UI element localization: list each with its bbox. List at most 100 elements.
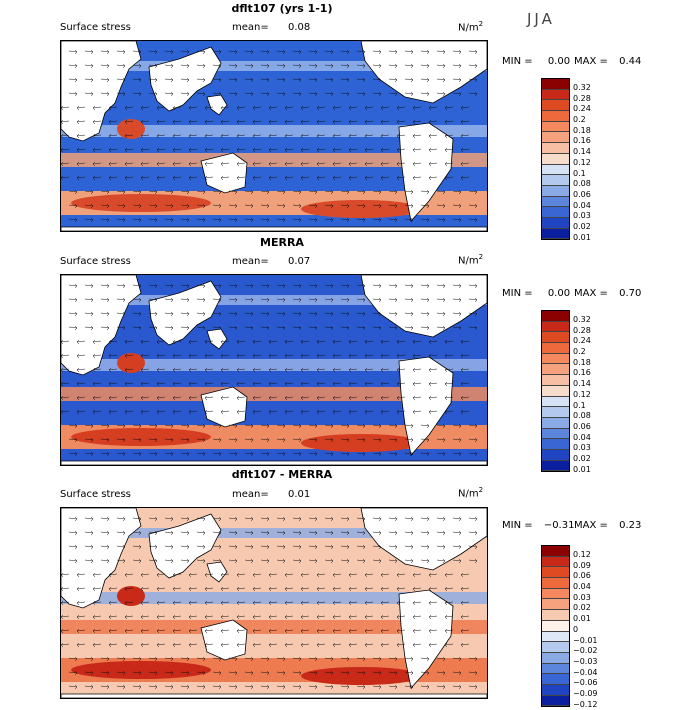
wind-vector (116, 544, 126, 550)
wind-vector (148, 684, 158, 690)
wind-vector (196, 423, 206, 429)
wind-vector (204, 600, 214, 606)
wind-vector (444, 600, 454, 606)
wind-vector (132, 49, 142, 55)
wind-vector (252, 105, 262, 111)
wind-vector (236, 367, 246, 373)
wind-vector (124, 614, 134, 620)
wind-vector (308, 544, 318, 550)
wind-vector (412, 586, 422, 592)
wind-vector (316, 353, 326, 359)
wind-vector (180, 516, 190, 522)
wind-vector (172, 642, 182, 648)
wind-vector (332, 175, 342, 181)
wind-vector (292, 656, 302, 662)
wind-vector (292, 283, 302, 289)
wind-vector (156, 409, 166, 415)
wind-vector (436, 297, 446, 303)
wind-vector (100, 203, 110, 209)
wind-vector (212, 451, 222, 457)
colorbar-swatch (542, 642, 569, 653)
wind-vector (300, 628, 310, 634)
wind-vector (244, 656, 254, 662)
wind-vector (340, 91, 350, 97)
wind-vector (364, 628, 374, 634)
wind-vector (468, 203, 478, 209)
wind-vector (436, 91, 446, 97)
wind-vector (340, 516, 350, 522)
wind-vector (228, 437, 238, 443)
wind-vector (180, 451, 190, 457)
wind-vector (156, 161, 166, 167)
wind-vector (220, 105, 230, 111)
wind-vector (212, 203, 222, 209)
wind-vector (324, 91, 334, 97)
colorbar-swatch (542, 353, 569, 365)
wind-vector (276, 189, 286, 195)
colorbar-tick-label: −0.12 (573, 699, 598, 709)
wind-vector (356, 325, 366, 331)
colorbar-swatch (542, 164, 569, 176)
wind-vector (164, 91, 174, 97)
wind-vector (412, 395, 422, 401)
wind-vector (236, 353, 246, 359)
wind-vector (332, 409, 342, 415)
colorbar-tick-label: 0.02 (573, 453, 591, 463)
wind-vector (164, 437, 174, 443)
wind-vector (356, 77, 366, 83)
wind-vector (428, 628, 438, 634)
wind-vector (92, 339, 102, 345)
colorbar-tick-label: 0.08 (573, 179, 591, 189)
wind-vector (228, 91, 238, 97)
wind-vector (140, 395, 150, 401)
wind-vector (364, 586, 374, 592)
wind-vector (316, 572, 326, 578)
wind-vector (132, 77, 142, 83)
colorbar-tick-label: 0.12 (573, 389, 591, 399)
wind-vector (468, 297, 478, 303)
colorbar-tick-label: 0 (573, 624, 579, 634)
colorbar-tick-label: 0.06 (573, 571, 591, 581)
wind-vector (356, 530, 366, 536)
wind-vector (260, 297, 270, 303)
colorbar-swatch (542, 684, 569, 696)
wind-vector (348, 133, 358, 139)
wind-vector (148, 63, 158, 69)
wind-vector (140, 105, 150, 111)
wind-vector (380, 147, 390, 153)
wind-vector (68, 437, 78, 443)
wind-vector (100, 437, 110, 443)
wind-vector (108, 119, 118, 125)
wind-vector (332, 600, 342, 606)
wind-vector (84, 63, 94, 69)
wind-vector (276, 49, 286, 55)
wind-vector (164, 423, 174, 429)
panel-1-title: dflt107 (yrs 1-1) (231, 2, 333, 15)
wind-vector (68, 670, 78, 676)
wind-vector (68, 544, 78, 550)
wind-vector (76, 395, 86, 401)
wind-vector (444, 409, 454, 415)
wind-vector (220, 409, 230, 415)
wind-vector (260, 530, 270, 536)
wind-vector (412, 381, 422, 387)
wind-vector (436, 684, 446, 690)
wind-vector (468, 684, 478, 690)
wind-vector (420, 203, 430, 209)
wind-vector (468, 325, 478, 331)
wind-vector (316, 642, 326, 648)
wind-vector (228, 311, 238, 317)
wind-vector (268, 339, 278, 345)
wind-vector (220, 381, 230, 387)
wind-vector (276, 63, 286, 69)
wind-vector (292, 217, 302, 223)
wind-vector (292, 437, 302, 443)
wind-vector (116, 203, 126, 209)
wind-vector (108, 339, 118, 345)
wind-vector (132, 325, 142, 331)
colorbar-swatch (542, 578, 569, 589)
wind-vector (172, 586, 182, 592)
colorbar-tick-label: 0.2 (573, 115, 586, 125)
wind-vector (84, 516, 94, 522)
wind-vector (436, 217, 446, 223)
